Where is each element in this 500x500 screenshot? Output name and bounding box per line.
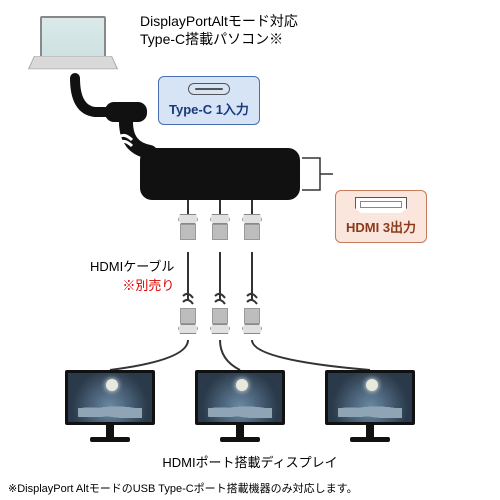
- cable-label-line1: HDMIケーブル: [90, 256, 174, 275]
- header-text: DisplayPortAltモード対応 Type-C搭載パソコン※: [140, 12, 298, 48]
- monitor-2: [195, 370, 285, 442]
- hdmi-plug-top-2: [210, 214, 230, 240]
- typec-badge-label: Type-C 1入力: [169, 99, 249, 118]
- laptop-icon: [40, 16, 118, 78]
- hdmi-plug-top-1: [178, 214, 198, 240]
- hdmi-badge-label: HDMI 3出力: [346, 217, 416, 236]
- hdmi-plug-bot-1: [178, 308, 198, 334]
- hdmi-plug-bot-3: [242, 308, 262, 334]
- cable-label: HDMIケーブル ※別売り: [90, 256, 174, 294]
- footnote: ※DisplayPort AltモードのUSB Type-Cポート搭載機器のみ対…: [8, 480, 358, 496]
- bottom-caption: HDMIポート搭載ディスプレイ: [0, 452, 500, 471]
- hdmi-plug-bot-2: [210, 308, 230, 334]
- hdmi-port-icon: [355, 197, 407, 213]
- header-line2: Type-C搭載パソコン※: [140, 30, 298, 48]
- cable-label-line2: ※別売り: [90, 275, 174, 294]
- hdmi-badge: HDMI 3出力: [335, 190, 427, 243]
- typec-badge: Type-C 1入力: [158, 76, 260, 125]
- header-line1: DisplayPortAltモード対応: [140, 12, 298, 30]
- typec-port-icon: [188, 83, 230, 95]
- hdmi-plug-top-3: [242, 214, 262, 240]
- monitor-3: [325, 370, 415, 442]
- monitor-1: [65, 370, 155, 442]
